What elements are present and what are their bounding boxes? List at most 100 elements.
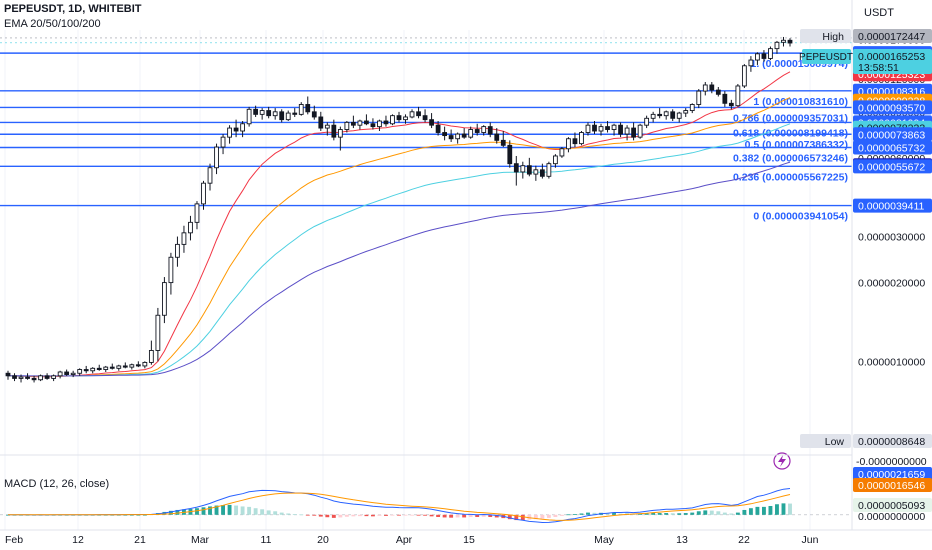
candle-body xyxy=(246,108,252,125)
macd-hist-bar xyxy=(292,514,297,515)
candle xyxy=(442,126,448,141)
candle xyxy=(728,99,734,110)
x-tick-label: 21 xyxy=(134,534,146,546)
candle-body xyxy=(605,126,610,130)
macd-hist-bar xyxy=(397,514,401,516)
candle-body xyxy=(761,53,767,59)
candle-body xyxy=(755,53,760,61)
macd-hist-bar xyxy=(370,514,375,517)
macd-hist-bar xyxy=(410,514,414,516)
signal-line xyxy=(8,492,791,521)
macd-hist-bar xyxy=(253,508,258,515)
macd-hist-bar xyxy=(168,510,173,515)
candle-body xyxy=(148,350,154,363)
x-tick-label: 11 xyxy=(261,534,272,546)
candle-body xyxy=(377,120,382,128)
candle-body xyxy=(220,136,226,148)
macd-top-label: -0.0000000000 xyxy=(856,456,927,468)
candle xyxy=(57,370,63,379)
candle-body xyxy=(364,120,369,125)
macd-hist-bar xyxy=(260,509,265,515)
candle xyxy=(70,370,76,378)
macd-hist-bar xyxy=(494,514,499,518)
candle-body xyxy=(181,232,187,245)
candle-body xyxy=(18,376,24,379)
candle-body xyxy=(162,282,167,316)
candle xyxy=(285,110,291,122)
x-tick-label: 22 xyxy=(738,534,750,546)
candle-body xyxy=(38,375,43,381)
ema20-line xyxy=(7,71,791,378)
candle xyxy=(266,106,272,119)
candle-body xyxy=(644,117,650,126)
candle-body xyxy=(90,367,96,372)
candle xyxy=(324,122,330,136)
macd-hist-bar xyxy=(208,506,212,515)
macd-hist-bar xyxy=(195,508,199,515)
candle xyxy=(566,137,571,153)
macd-hist-bar xyxy=(273,511,278,515)
candle xyxy=(337,126,343,151)
macd-hist-bar xyxy=(631,514,636,515)
candle-body xyxy=(64,371,70,375)
candle xyxy=(77,368,83,376)
candle xyxy=(122,362,128,369)
candle xyxy=(292,108,298,117)
macd-hist-bar xyxy=(423,514,428,516)
macd-hist-bar xyxy=(533,514,538,520)
candle xyxy=(429,113,434,129)
candle-body xyxy=(637,124,643,138)
candle-body xyxy=(728,102,734,107)
candle xyxy=(741,64,747,89)
macd-hist-bar xyxy=(768,506,773,515)
candle xyxy=(605,121,610,133)
level-tag-text: 0.0000039411 xyxy=(858,201,925,213)
candle-body xyxy=(507,144,513,165)
candle xyxy=(526,157,532,177)
candle xyxy=(214,143,219,175)
last-price-bg xyxy=(853,49,932,74)
candle-body xyxy=(624,127,630,135)
macd-hist-bar xyxy=(377,514,382,516)
candle xyxy=(51,374,57,382)
candle-body xyxy=(5,372,11,377)
candle xyxy=(96,364,102,371)
candle-body xyxy=(631,127,636,138)
candle xyxy=(142,361,148,369)
macd-hist-bar xyxy=(644,513,649,515)
candle-body xyxy=(683,110,689,114)
candle-body xyxy=(135,364,141,367)
candle-body xyxy=(539,169,545,177)
macd-hist-bar xyxy=(142,514,147,516)
candle-body xyxy=(520,165,526,173)
candle-body xyxy=(370,123,376,128)
macd-axis-tag-text: 0.0000000000 xyxy=(858,511,925,523)
candle-body xyxy=(298,104,304,115)
candle xyxy=(572,132,578,148)
macd-hist-bar xyxy=(364,514,369,517)
candle xyxy=(722,91,728,107)
level-tag-text: 0.0000055672 xyxy=(858,161,925,173)
x-tick-label: 12 xyxy=(72,534,84,546)
candle xyxy=(44,373,50,380)
macd-hist-bar xyxy=(331,514,336,518)
candle xyxy=(240,121,245,138)
y-tick-label: 0.0000020000 xyxy=(858,278,925,290)
macd-hist-bar xyxy=(436,514,441,517)
macd-hist-bar xyxy=(279,512,284,515)
ema50-line xyxy=(7,97,791,377)
candle xyxy=(670,109,676,122)
candle xyxy=(364,114,369,126)
candle xyxy=(162,277,167,324)
candle-body xyxy=(585,124,591,133)
candle xyxy=(109,363,115,370)
candle-body xyxy=(175,243,180,258)
macd-hist-bar xyxy=(729,513,734,515)
x-tick-label: Mar xyxy=(191,534,210,546)
candle xyxy=(631,122,636,141)
macd-hist-bar xyxy=(429,514,434,517)
candle xyxy=(487,122,493,138)
symbol-badge: PEPEUSDT xyxy=(799,52,853,63)
x-tick-label: Jun xyxy=(802,534,819,546)
